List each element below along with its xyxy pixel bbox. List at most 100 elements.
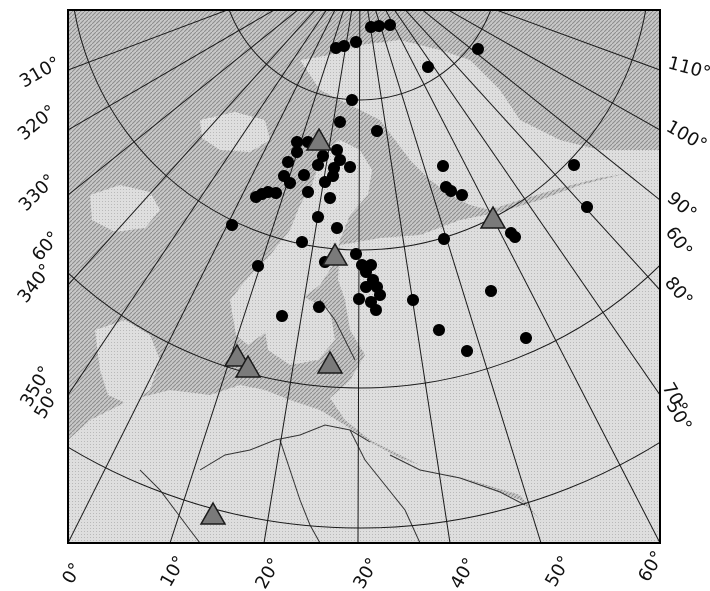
- station-marker: [226, 219, 238, 231]
- left-parallel-60: 60°: [28, 227, 65, 265]
- meridian-line: [68, 10, 336, 543]
- station-marker: [456, 189, 468, 201]
- array-marker: [305, 127, 333, 151]
- right-parallel-60: 60°: [661, 223, 697, 261]
- meridian-line: [68, 10, 316, 286]
- station-marker: [370, 304, 382, 316]
- array-marker: [234, 354, 262, 378]
- array-marker: [321, 242, 349, 266]
- border-line-4: [139, 469, 201, 543]
- station-marker: [331, 144, 343, 156]
- right-label-90: 90°: [663, 188, 701, 225]
- border-line-3: [349, 429, 421, 543]
- land-masses: [68, 40, 660, 543]
- station-marker: [373, 20, 385, 32]
- station-marker: [324, 192, 336, 204]
- station-marker: [438, 233, 450, 245]
- station-marker: [407, 294, 419, 306]
- station-marker: [384, 19, 396, 31]
- meridian-line: [263, 10, 353, 543]
- meridian-line: [393, 10, 660, 396]
- left-label-320: 320°: [14, 101, 61, 145]
- right-label-100: 100°: [663, 116, 710, 156]
- station-marker: [472, 43, 484, 55]
- land-svalbard-area: [200, 112, 270, 152]
- station-marker: [353, 293, 365, 305]
- meridian-line: [68, 10, 276, 131]
- meridian-line: [374, 10, 542, 543]
- station-marker: [433, 324, 445, 336]
- station-marker: [346, 94, 358, 106]
- bottom-label-0: 0°: [58, 559, 86, 587]
- station-marker: [581, 201, 593, 213]
- parallel-60: [68, 264, 660, 389]
- station-marker: [422, 61, 434, 73]
- right-label-80: 80°: [660, 273, 697, 311]
- meridian-line: [494, 10, 660, 71]
- station-marker: [374, 289, 386, 301]
- station-marker: [520, 332, 532, 344]
- array-marker: [223, 343, 251, 367]
- station-marker: [350, 248, 362, 260]
- station-marker: [568, 159, 580, 171]
- map-content: [68, 10, 660, 543]
- meridian-line: [68, 10, 229, 71]
- station-marker: [291, 146, 303, 158]
- station-marker: [312, 159, 324, 171]
- station-marker: [312, 211, 324, 223]
- bottom-label-10: 10°: [156, 552, 190, 590]
- land-russia-north: [330, 168, 660, 543]
- array-marker: [316, 350, 344, 374]
- bottom-label-60: 60°: [634, 547, 668, 585]
- station-marker: [360, 281, 372, 293]
- station-marker: [291, 136, 303, 148]
- meridian-line: [68, 10, 299, 196]
- station-marker: [317, 150, 329, 162]
- station-marker: [371, 125, 383, 137]
- country-borders: [139, 299, 526, 543]
- array-marker: [479, 205, 507, 229]
- map-frame: [67, 9, 661, 544]
- station-marker: [270, 187, 282, 199]
- station-marker: [313, 301, 325, 313]
- meridian-line: [385, 10, 660, 543]
- station-marker: [331, 222, 343, 234]
- station-marker: [360, 266, 372, 278]
- station-marker: [437, 160, 449, 172]
- meridian-line: [447, 10, 660, 131]
- border-line-6: [319, 299, 356, 361]
- border-line-5: [389, 454, 526, 506]
- station-marker: [276, 310, 288, 322]
- land-uk-area: [95, 320, 160, 405]
- meridian-line: [68, 10, 328, 396]
- station-markers: [226, 19, 593, 357]
- graticule-meridians: [68, 10, 660, 543]
- meridian-line: [169, 10, 345, 543]
- border-line-2: [279, 439, 321, 543]
- station-marker: [319, 176, 331, 188]
- station-marker: [298, 169, 310, 181]
- land-europe: [68, 385, 560, 543]
- station-marker: [302, 186, 314, 198]
- station-marker: [296, 236, 308, 248]
- parallel-50: [68, 441, 660, 529]
- left-label-340: 340°: [13, 260, 56, 307]
- meridian-line: [404, 10, 660, 291]
- land-iceland-area: [90, 185, 160, 232]
- station-marker: [485, 285, 497, 297]
- station-marker: [344, 161, 356, 173]
- station-marker: [509, 231, 521, 243]
- array-marker: [199, 501, 227, 525]
- bottom-label-30: 30°: [349, 554, 383, 591]
- station-marker: [284, 177, 296, 189]
- station-marker: [334, 116, 346, 128]
- meridian-line: [367, 10, 451, 543]
- right-label-110: 110°: [666, 53, 710, 85]
- station-marker: [461, 345, 473, 357]
- station-marker: [282, 156, 294, 168]
- station-marker: [252, 260, 264, 272]
- meridian-line: [421, 10, 660, 201]
- bottom-label-20: 20°: [251, 554, 285, 591]
- station-marker: [338, 40, 350, 52]
